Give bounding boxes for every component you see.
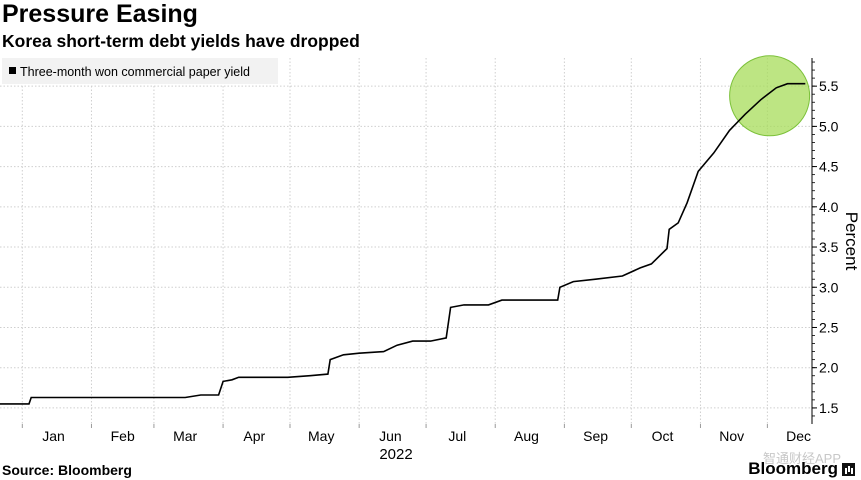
- x-tick-label: Sep: [583, 428, 608, 444]
- x-tick-label: May: [308, 428, 334, 444]
- y-axis-ticks: 1.5 2.0 2.5 3.0 3.5 4.0 4.5 5.0 5.5: [812, 61, 839, 417]
- x-tick-label: Nov: [719, 428, 744, 444]
- legend-swatch: [9, 67, 16, 74]
- brand-name: Bloomberg: [748, 459, 838, 478]
- x-tick-label: Aug: [514, 428, 539, 444]
- bar-chart-icon: [842, 462, 855, 476]
- y-tick-label: 2.0: [819, 360, 839, 376]
- x-tick-label: Dec: [786, 428, 811, 444]
- y-tick-label: 4.5: [819, 159, 839, 175]
- x-tick-label: Mar: [173, 428, 197, 444]
- legend-label: Three-month won commercial paper yield: [20, 65, 250, 79]
- y-tick-label: 3.0: [819, 279, 839, 295]
- gridlines: [0, 58, 812, 424]
- y-tick-label: 5.5: [819, 78, 839, 94]
- x-tick-label: Oct: [652, 428, 674, 444]
- x-tick-label: Jan: [42, 428, 65, 444]
- y-tick-label: 1.5: [819, 400, 839, 416]
- highlight-circle: [729, 55, 811, 137]
- x-tick-label: Jun: [379, 428, 402, 444]
- x-tick-label: Jul: [448, 428, 466, 444]
- x-axis-ticks: Jan Feb Mar Apr May Jun Jul Aug Sep Oct Nov Dec: [21, 424, 811, 444]
- x-tick-label: Apr: [243, 428, 265, 444]
- series-line: [0, 82, 806, 405]
- brand-logo: Bloomberg: [748, 459, 855, 479]
- y-tick-label: 4.0: [819, 199, 839, 215]
- x-axis-label: 2022: [379, 446, 412, 463]
- y-tick-label: 5.0: [819, 118, 839, 134]
- chart-subtitle: Korea short-term debt yields have droppe…: [2, 31, 360, 51]
- y-axis-label: Percent: [842, 212, 861, 271]
- legend-box: [2, 58, 278, 84]
- x-tick-label: Feb: [111, 428, 135, 444]
- chart-title: Pressure Easing: [2, 0, 198, 28]
- y-tick-label: 3.5: [819, 239, 839, 255]
- watermark: 智通财经APP: [762, 451, 841, 466]
- source-note: Source: Bloomberg: [2, 462, 132, 478]
- y-tick-label: 2.5: [819, 319, 839, 335]
